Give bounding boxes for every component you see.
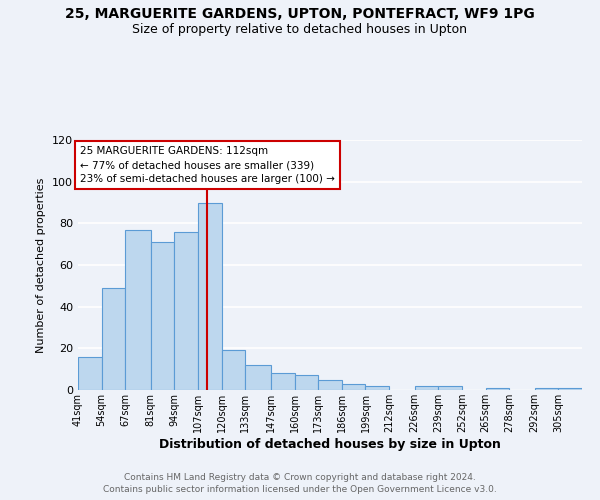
Text: 25, MARGUERITE GARDENS, UPTON, PONTEFRACT, WF9 1PG: 25, MARGUERITE GARDENS, UPTON, PONTEFRAC…	[65, 8, 535, 22]
Bar	[438, 386, 462, 390]
Bar	[318, 380, 342, 390]
Bar	[78, 356, 101, 390]
Y-axis label: Number of detached properties: Number of detached properties	[37, 178, 46, 352]
Bar	[151, 242, 175, 390]
X-axis label: Distribution of detached houses by size in Upton: Distribution of detached houses by size …	[159, 438, 501, 451]
Bar	[125, 230, 151, 390]
Bar	[559, 388, 582, 390]
Bar	[485, 388, 509, 390]
Text: Contains public sector information licensed under the Open Government Licence v3: Contains public sector information licen…	[103, 485, 497, 494]
Bar	[245, 365, 271, 390]
Bar	[415, 386, 438, 390]
Text: Contains HM Land Registry data © Crown copyright and database right 2024.: Contains HM Land Registry data © Crown c…	[124, 472, 476, 482]
Bar	[295, 376, 318, 390]
Bar	[175, 232, 198, 390]
Bar	[365, 386, 389, 390]
Bar	[342, 384, 365, 390]
Bar	[222, 350, 245, 390]
Bar	[101, 288, 125, 390]
Text: 25 MARGUERITE GARDENS: 112sqm
← 77% of detached houses are smaller (339)
23% of : 25 MARGUERITE GARDENS: 112sqm ← 77% of d…	[80, 146, 335, 184]
Text: Size of property relative to detached houses in Upton: Size of property relative to detached ho…	[133, 22, 467, 36]
Bar	[535, 388, 559, 390]
Bar	[198, 202, 222, 390]
Bar	[271, 374, 295, 390]
